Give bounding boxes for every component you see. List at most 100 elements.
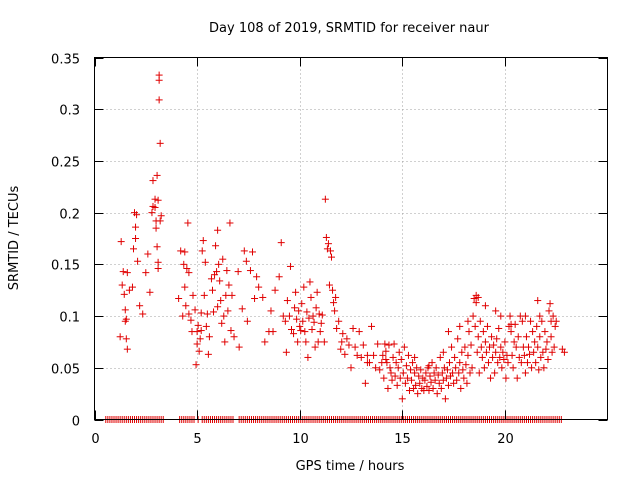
data-point (341, 350, 349, 358)
data-point (460, 374, 468, 382)
data-point (121, 306, 129, 314)
data-point (326, 247, 334, 255)
x-tick-label: 0 (91, 432, 99, 447)
data-point (146, 288, 154, 296)
data-point (415, 372, 423, 380)
data-point (502, 374, 510, 382)
data-point (501, 338, 509, 346)
data-point (349, 324, 357, 332)
data-point (423, 382, 431, 390)
data-point (287, 326, 295, 334)
data-point (521, 369, 529, 377)
data-point (517, 359, 525, 367)
data-point (197, 309, 205, 317)
data-point (376, 366, 384, 374)
data-point (222, 291, 230, 299)
data-point (297, 327, 305, 335)
data-point (392, 359, 400, 367)
data-point (311, 343, 319, 351)
data-point (363, 351, 371, 359)
data-point (154, 264, 162, 272)
data-point (497, 343, 505, 351)
data-point (458, 348, 466, 356)
data-point (474, 333, 482, 341)
data-point (491, 369, 499, 377)
data-point (494, 359, 502, 367)
data-point (489, 353, 497, 361)
data-point (235, 343, 243, 351)
data-point (207, 275, 215, 283)
data-point (478, 353, 486, 361)
data-point (249, 248, 257, 256)
data-point (535, 366, 543, 374)
y-tick-label: 0.3 (59, 104, 80, 119)
data-point (226, 219, 234, 227)
data-point (200, 291, 208, 299)
data-point (154, 196, 162, 204)
data-point (546, 300, 554, 308)
x-tick-label: 20 (497, 432, 514, 447)
data-point (441, 395, 449, 403)
data-point (438, 369, 446, 377)
data-point (315, 310, 323, 318)
data-point (504, 359, 512, 367)
data-point (228, 291, 236, 299)
data-point (187, 316, 195, 324)
data-point (381, 340, 389, 348)
data-point (526, 350, 534, 358)
data-point (123, 345, 131, 353)
data-point (212, 242, 220, 250)
data-point (204, 350, 212, 358)
data-point (521, 312, 529, 320)
data-point (533, 322, 541, 330)
data-point (283, 297, 291, 305)
data-point (325, 281, 333, 289)
data-point (430, 369, 438, 377)
data-point (456, 359, 464, 367)
y-axis-label: SRMTID / TECUs (7, 186, 22, 291)
data-point (536, 312, 544, 320)
data-point (148, 209, 156, 217)
data-point (451, 353, 459, 361)
data-point (449, 369, 457, 377)
data-point (384, 384, 392, 392)
data-point (129, 245, 137, 253)
data-point (443, 366, 451, 374)
data-point (185, 269, 193, 277)
data-point (285, 312, 293, 320)
data-point (457, 384, 465, 392)
data-point (185, 310, 193, 318)
data-point (414, 390, 422, 398)
data-point (532, 359, 540, 367)
data-point (524, 343, 532, 351)
data-point (238, 305, 246, 313)
data-point (180, 260, 188, 268)
data-point (490, 341, 498, 349)
data-point (396, 374, 404, 382)
data-point (199, 237, 207, 245)
data-point (442, 374, 450, 382)
data-point (417, 366, 425, 374)
data-point (213, 268, 221, 276)
data-point (304, 353, 312, 361)
data-point (139, 310, 147, 318)
data-point (156, 139, 164, 147)
data-point (355, 328, 363, 336)
data-point (437, 384, 445, 392)
data-point (151, 203, 159, 211)
data-point (436, 353, 444, 361)
data-point (329, 286, 337, 294)
data-point (338, 338, 346, 346)
data-point (455, 369, 463, 377)
data-point (433, 390, 441, 398)
data-point (132, 223, 140, 231)
data-point (543, 338, 551, 346)
data-point (530, 348, 538, 356)
data-point (471, 322, 479, 330)
data-point (394, 364, 402, 372)
data-point (547, 317, 555, 325)
data-point (181, 248, 189, 256)
data-point (374, 340, 382, 348)
data-point (193, 340, 201, 348)
data-point (271, 286, 279, 294)
